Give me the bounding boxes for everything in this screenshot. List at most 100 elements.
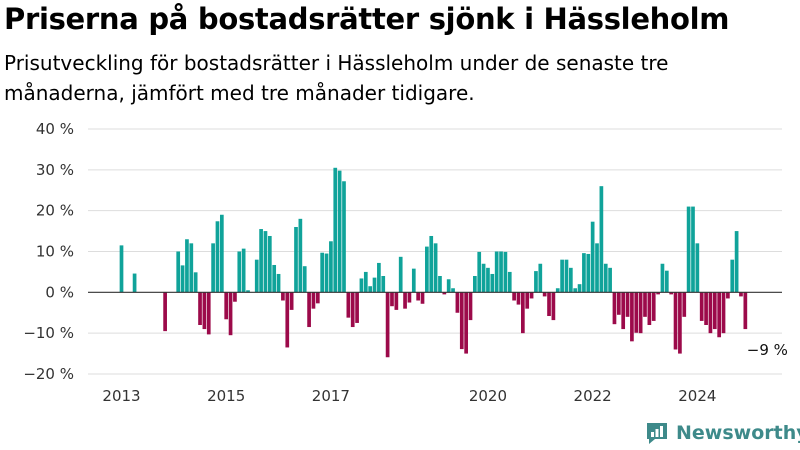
bar: [411, 268, 416, 293]
bar: [237, 251, 242, 293]
bar: [259, 229, 263, 293]
bar: [267, 235, 272, 293]
bar: [206, 292, 211, 335]
bar: [734, 231, 739, 293]
bar: [185, 239, 189, 293]
bar: [477, 251, 482, 293]
bar: [643, 292, 647, 317]
bar: [219, 214, 224, 293]
bar: [359, 278, 364, 293]
bar: [721, 292, 726, 334]
bar: [551, 292, 556, 321]
y-tick-label: 10 %: [36, 243, 74, 261]
bar: [512, 292, 516, 301]
bar: [372, 277, 377, 293]
bar: [547, 292, 551, 317]
bar: [355, 292, 359, 323]
bar: [281, 292, 285, 301]
bar: [315, 292, 320, 304]
bar: [342, 181, 346, 293]
bar: [398, 256, 403, 293]
bar: [294, 227, 298, 293]
bar: [542, 292, 547, 297]
bar: [660, 263, 665, 293]
bar: [717, 292, 722, 338]
bar: [390, 292, 394, 307]
y-tick-label: 0 %: [45, 283, 74, 301]
bar: [202, 292, 207, 330]
bar: [228, 292, 233, 336]
bar: [503, 251, 508, 293]
x-tick-label: 2020: [469, 387, 507, 405]
bar: [682, 292, 687, 317]
bar: [686, 206, 691, 293]
bar: [289, 292, 294, 310]
bar: [285, 292, 290, 348]
bar: [529, 292, 534, 299]
bar: [490, 273, 495, 293]
x-tick-label: 2017: [312, 387, 350, 405]
bar: [590, 221, 595, 293]
newsworthy-logo-icon: [647, 423, 667, 444]
y-tick-label: 30 %: [36, 161, 74, 179]
bar: [739, 292, 743, 297]
y-tick-label: −20 %: [23, 365, 74, 383]
bar: [669, 292, 674, 295]
bar: [407, 292, 412, 303]
bar: [385, 292, 390, 358]
bar: [446, 279, 451, 293]
bar: [381, 276, 386, 293]
bar: [586, 253, 591, 293]
bar: [743, 292, 748, 330]
newsworthy-logo: Newsworthy: [644, 420, 800, 446]
bar: [730, 259, 735, 293]
bar: [302, 266, 307, 293]
bar: [311, 292, 316, 309]
bar: [425, 246, 429, 293]
bar: [603, 263, 608, 293]
bar: [263, 231, 268, 293]
bar: [180, 265, 185, 293]
bar: [468, 292, 473, 321]
bar: [438, 276, 442, 293]
y-axis-ticks: 40 % 30 % 20 % 10 % 0 % −10 % −20 %: [23, 120, 74, 383]
bar: [176, 251, 181, 293]
bar: [582, 253, 586, 293]
bar: [377, 262, 381, 293]
bar: [564, 259, 569, 293]
bar: [276, 273, 281, 293]
x-tick-label: 2013: [102, 387, 140, 405]
bar: [163, 292, 167, 332]
bar: [455, 292, 460, 313]
bar: [678, 292, 682, 354]
bar: [215, 221, 220, 293]
bar: [429, 235, 434, 293]
bar: [494, 251, 499, 293]
bar: [119, 245, 124, 293]
bar: [486, 267, 490, 293]
bar: [272, 264, 277, 293]
bar: [193, 272, 198, 293]
bar: [712, 292, 717, 330]
bar: [189, 243, 194, 293]
bar: [224, 292, 229, 320]
bar: [516, 292, 521, 305]
bar: [451, 288, 455, 293]
bar: [538, 263, 543, 293]
bar: [324, 253, 329, 293]
y-tick-label: 20 %: [36, 202, 74, 220]
bar: [433, 243, 438, 293]
bar: [481, 263, 486, 293]
bar: [577, 284, 582, 293]
bar: [525, 292, 530, 309]
bar: [333, 167, 338, 293]
bar: [464, 292, 468, 354]
bar: [403, 292, 407, 309]
chart-title: Priserna på bostadsrätter sjönk i Hässle…: [4, 2, 730, 36]
bar: [673, 292, 678, 350]
bar: [568, 267, 573, 293]
bar: [442, 292, 447, 295]
bar: [416, 292, 420, 301]
last-value-label: −9 %: [747, 341, 788, 359]
